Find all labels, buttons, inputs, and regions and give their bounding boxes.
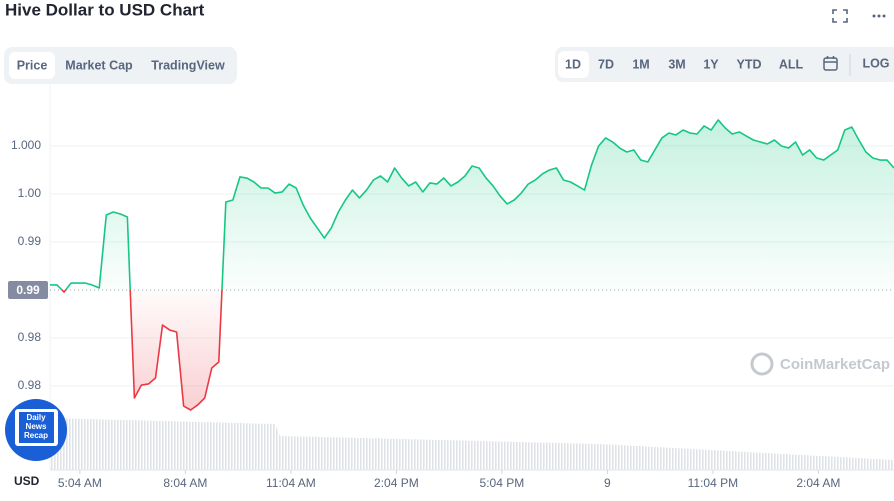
- tab[interactable]: Price: [17, 58, 48, 72]
- badge-text: Recap: [24, 431, 48, 440]
- x-tick-label: 5:04 PM: [480, 476, 525, 490]
- calendar-icon[interactable]: [823, 56, 838, 71]
- active-tab: [9, 52, 55, 79]
- log-toggle[interactable]: LOG: [862, 56, 889, 70]
- watermark-text: CoinMarketCap: [780, 356, 890, 373]
- x-tick-label: 9: [604, 476, 611, 490]
- x-tick-label: 8:04 AM: [163, 476, 207, 490]
- range[interactable]: 7D: [598, 57, 614, 71]
- tab[interactable]: TradingView: [151, 58, 225, 72]
- x-tick-label: 5:04 AM: [58, 476, 102, 490]
- x-tick-label: 2:04 PM: [374, 476, 419, 490]
- more-icon[interactable]: [872, 14, 886, 18]
- baseline-tag: [8, 281, 48, 299]
- x-tick-label: 2:04 AM: [796, 476, 840, 490]
- area: [50, 119, 894, 411]
- y-tick-label: 1.000: [11, 138, 41, 152]
- currency-label: USD: [14, 474, 40, 488]
- x-tick-label: 11:04 AM: [266, 476, 316, 490]
- x-tick-label: 11:04 PM: [688, 476, 738, 490]
- range[interactable]: 1Y: [703, 57, 719, 71]
- range[interactable]: ALL: [779, 57, 804, 71]
- watermark: CoinMarketCap: [750, 352, 890, 376]
- baseline-label: 0.99: [16, 283, 40, 297]
- y-tick-label: 0.98: [18, 330, 42, 344]
- y-tick-label: 1.00: [18, 186, 42, 200]
- badge-text: News: [26, 422, 47, 431]
- chart-title: Hive Dollar to USD Chart: [5, 0, 205, 19]
- tab[interactable]: Market Cap: [65, 58, 133, 72]
- plot: 1.000 1.00 0.99 0.98 0.98 5:04 AM 8:04 AM 11:04…: [11, 85, 894, 490]
- range[interactable]: 1M: [632, 57, 649, 71]
- range[interactable]: 1D: [565, 57, 581, 71]
- y-tick-label: 0.99: [18, 234, 42, 248]
- badge-text: Daily: [26, 413, 46, 422]
- y-tick-label: 0.98: [18, 378, 42, 392]
- badge[interactable]: Daily News Recap: [5, 399, 67, 461]
- active-range: [558, 51, 589, 78]
- range[interactable]: 3M: [668, 57, 685, 71]
- tab-bar: [4, 47, 237, 84]
- range[interactable]: YTD: [737, 57, 762, 71]
- price-line: [50, 119, 894, 411]
- range-bar: [555, 47, 894, 82]
- volume-bars: [50, 418, 894, 470]
- fullscreen-icon[interactable]: [832, 9, 848, 23]
